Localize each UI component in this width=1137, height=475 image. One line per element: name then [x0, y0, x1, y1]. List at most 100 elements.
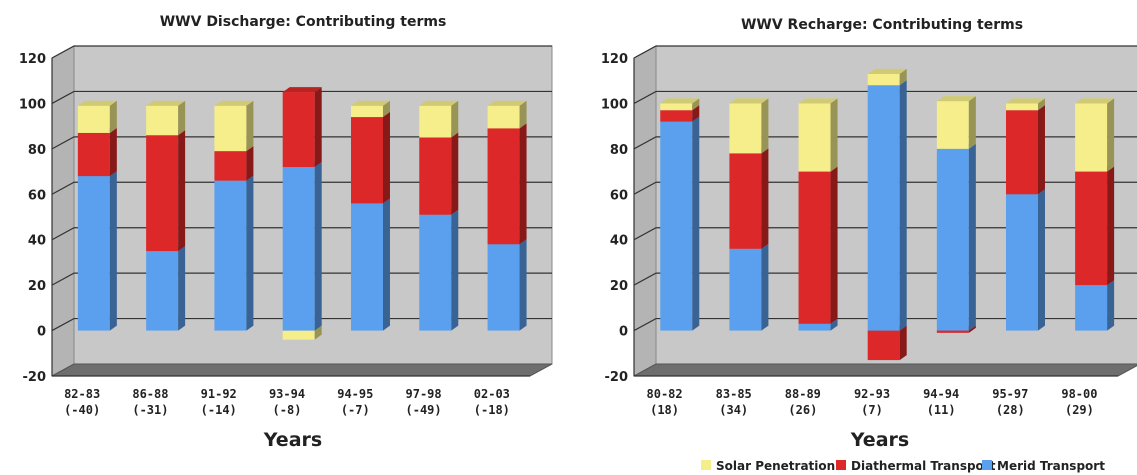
discharge-bar-merid-transport-front — [419, 214, 452, 331]
discharge-bar-merid-transport-front — [350, 203, 383, 331]
recharge-bar-solar-penetration-side — [1037, 98, 1045, 111]
discharge-bar-merid-transport — [487, 239, 527, 331]
discharge-bar-diathermal-transport — [214, 146, 254, 181]
discharge-category-sublabel: (-18) — [474, 403, 510, 417]
recharge-bar-diathermal-transport-side — [968, 325, 976, 333]
recharge-bar-diathermal-transport-front — [729, 153, 762, 249]
recharge-bar-merid-transport-front — [867, 85, 900, 331]
discharge-category-sublabel: (-31) — [132, 403, 168, 417]
recharge-bar-solar-penetration-front — [729, 103, 762, 154]
legend-label: Merid Transport — [997, 459, 1105, 473]
discharge-category-sublabel: (-8) — [273, 403, 302, 417]
discharge-category-label: 02-03 — [474, 387, 510, 401]
recharge-bar-diathermal-transport-side — [761, 148, 769, 249]
recharge-bar-merid-transport-side — [692, 116, 700, 331]
recharge-category-sublabel: (29) — [1065, 403, 1094, 417]
recharge-bar-diathermal-transport — [729, 148, 769, 249]
recharge-bar-merid-transport-front — [1075, 285, 1108, 331]
recharge-category-label: 98-00 — [1061, 387, 1097, 401]
discharge-y-tick-label: 80 — [28, 143, 46, 158]
recharge-bar-diathermal-transport-side — [1107, 166, 1115, 286]
recharge-bar-diathermal-transport-front — [1005, 110, 1038, 195]
recharge-bar-solar-penetration-side — [692, 98, 700, 111]
recharge-bar-diathermal-transport — [1005, 105, 1045, 195]
recharge-chart: 120 100 80 60 40 20 0 -20 80-82 (18) 83-85 (34) 88-8… — [601, 17, 1137, 451]
discharge-bar-solar-penetration-top — [419, 100, 459, 106]
discharge-floor — [51, 363, 553, 377]
discharge-bar-merid-transport — [146, 246, 186, 331]
discharge-bar-solar-penetration-front — [146, 105, 179, 136]
discharge-bar-solar-penetration-front — [487, 105, 520, 129]
recharge-bar-solar-penetration-front — [867, 73, 900, 86]
recharge-bar-diathermal-transport-side — [830, 166, 838, 324]
recharge-bar-solar-penetration — [867, 68, 907, 86]
discharge-bar-diathermal-transport — [282, 87, 322, 168]
recharge-bar-merid-transport — [660, 116, 700, 331]
recharge-gridline — [633, 317, 1137, 332]
discharge-bar-merid-transport — [350, 198, 390, 331]
recharge-bar-solar-penetration — [1005, 98, 1045, 111]
recharge-gridline — [633, 227, 1137, 241]
recharge-category-sublabel: (18) — [650, 403, 679, 417]
discharge-bar-merid-transport — [282, 162, 322, 331]
discharge-bar-solar-penetration — [146, 100, 186, 136]
discharge-category-sublabel: (-40) — [64, 403, 100, 417]
discharge-bar-diathermal-transport — [419, 132, 459, 215]
recharge-category-sublabel: (7) — [861, 403, 883, 417]
recharge-bar-solar-penetration-front — [660, 103, 693, 111]
discharge-gridline — [51, 227, 552, 241]
discharge-y-tick-label: 40 — [28, 234, 46, 249]
recharge-bar-solar-penetration-side — [830, 98, 838, 172]
discharge-bar-diathermal-transport-front — [214, 151, 247, 181]
discharge-bar-solar-penetration-side — [178, 100, 186, 136]
recharge-bar-solar-penetration-top — [660, 98, 700, 104]
recharge-chart-title: WWV Recharge: Contributing terms — [741, 17, 1023, 33]
recharge-y-tick-label: 0 — [619, 325, 628, 340]
recharge-bar-merid-transport-side — [1037, 189, 1045, 331]
discharge-bar-solar-penetration — [77, 100, 117, 133]
recharge-bar-solar-penetration — [1075, 98, 1115, 172]
discharge-side-wall — [51, 45, 75, 377]
recharge-bar-merid-transport-side — [968, 143, 976, 331]
discharge-bar-solar-penetration-side — [519, 100, 527, 129]
recharge-bar-merid-transport-front — [936, 148, 969, 331]
recharge-bar-solar-penetration-top — [867, 68, 907, 74]
discharge-category-sublabel: (-7) — [341, 403, 370, 417]
discharge-bar-solar-penetration-top — [350, 100, 390, 106]
discharge-bar-solar-penetration-front — [350, 105, 383, 118]
recharge-bar-diathermal-transport — [798, 166, 838, 324]
legend-swatch — [982, 460, 992, 470]
discharge-gridline — [51, 136, 552, 150]
discharge-bar-solar-penetration-top — [77, 100, 117, 106]
discharge-bar-diathermal-transport-side — [314, 87, 322, 168]
recharge-bar-merid-transport-side — [830, 318, 838, 331]
discharge-bar-merid-transport-front — [146, 251, 179, 331]
discharge-category-label: 94-95 — [337, 387, 373, 401]
recharge-y-tick-label: -20 — [605, 370, 629, 385]
recharge-bar-solar-penetration-front — [1075, 103, 1108, 172]
discharge-bar-diathermal-transport-top — [282, 87, 322, 93]
discharge-bar-merid-transport-front — [77, 176, 110, 331]
discharge-category-label: 86-88 — [132, 387, 168, 401]
recharge-bar-diathermal-transport-side — [692, 105, 700, 122]
recharge-bar-diathermal-transport-side — [899, 325, 907, 361]
discharge-y-tick-label: 120 — [19, 52, 46, 67]
discharge-bar-merid-transport-side — [246, 175, 254, 331]
discharge-category-sublabel: (-49) — [406, 403, 442, 417]
discharge-bar-diathermal-transport-side — [382, 112, 390, 204]
recharge-bar-merid-transport-side — [1107, 280, 1115, 331]
discharge-bar-merid-transport — [214, 175, 254, 331]
discharge-bar-diathermal-transport-front — [419, 137, 452, 215]
discharge-chart: 120 100 80 60 40 20 0 -20 82-83 (-40) 86-88 (-31) 91… — [19, 14, 553, 451]
discharge-y-tick-label: -20 — [23, 370, 47, 385]
recharge-bar-diathermal-transport-front — [936, 330, 969, 333]
discharge-y-tick-label: 60 — [28, 188, 46, 203]
recharge-category-sublabel: (26) — [788, 403, 817, 417]
recharge-bar-diathermal-transport-front — [660, 110, 693, 122]
recharge-bar-merid-transport — [1005, 189, 1045, 331]
recharge-y-tick-label: 40 — [610, 234, 628, 249]
discharge-category-label: 97-98 — [406, 387, 442, 401]
recharge-category-label: 95-97 — [992, 387, 1028, 401]
discharge-bar-solar-penetration-side — [382, 100, 390, 118]
